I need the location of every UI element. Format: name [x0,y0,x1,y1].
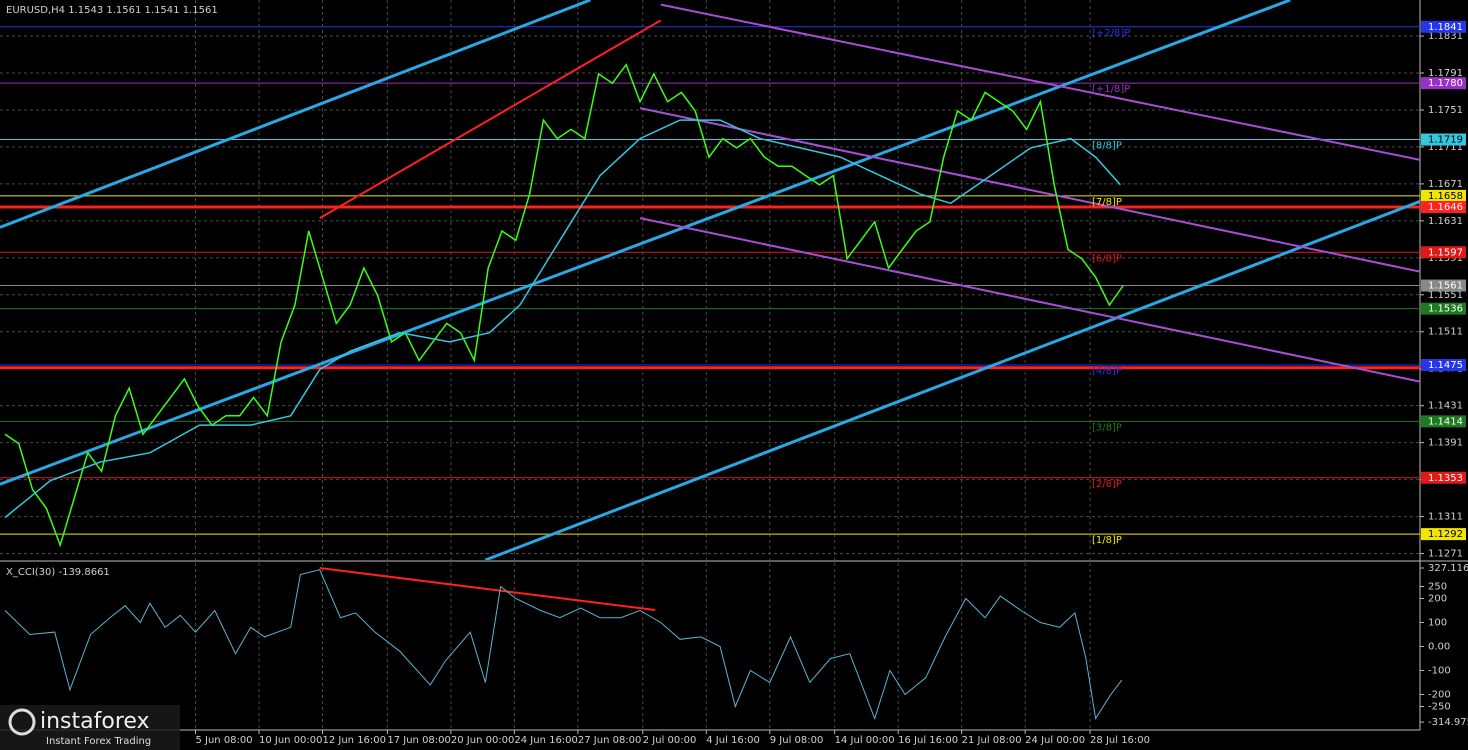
murray-label: [6/8]P [1092,253,1122,264]
trend-line [639,217,1420,383]
level-label: 1.1475 [1428,360,1463,371]
level-label: 1.1658 [1428,191,1463,202]
y-tick-label: -100 [1428,665,1451,676]
x-tick-label: 27 Jun 08:00 [578,735,642,746]
level-box [1421,279,1466,292]
x-tick-label: 14 Jul 00:00 [835,735,895,746]
level-label: 1.1536 [1428,304,1463,315]
chart-title: EURUSD,H4 1.1543 1.1561 1.1541 1.1561 [6,5,218,16]
y-tick-label: 1.1391 [1428,438,1463,449]
murray-label: [2/8]P [1092,479,1122,490]
level-box [1421,302,1466,315]
level-label: 1.1561 [1428,281,1463,292]
x-tick-label: 5 Jun 08:00 [195,735,252,746]
x-tick-label: 2 Jul 00:00 [643,735,697,746]
level-label: 1.1780 [1428,78,1463,89]
y-tick-label: 1.1551 [1428,290,1463,301]
y-tick-label: 0.00 [1428,642,1450,653]
level-label: 1.1646 [1428,202,1463,213]
trend-line [319,19,662,219]
y-tick-label: 1.1311 [1428,512,1463,523]
price-line [4,63,1124,548]
trend-line [0,0,591,229]
trend-line [484,200,1420,560]
level-label: 1.1414 [1428,416,1463,427]
level-label: 1.1719 [1428,135,1463,146]
trend-line [319,567,656,612]
level-box [1421,246,1466,259]
level-label: 1.1353 [1428,473,1463,484]
level-box [1421,528,1466,541]
trend-line [660,3,1420,161]
y-tick-label: -250 [1428,701,1451,712]
murray-label: [3/8]P [1092,422,1122,433]
murray-label: [4/8]P [1092,366,1122,377]
x-tick-label: 9 Jul 08:00 [770,735,824,746]
logo-icon [8,708,36,736]
y-tick-label: 1.1831 [1428,31,1463,42]
level-label: 1.1597 [1428,247,1463,258]
tagline: Instant Forex Trading [46,736,151,747]
y-tick-label: -314.975 [1428,717,1468,728]
level-box [1421,133,1466,146]
murray-label: [1/8]P [1092,535,1122,546]
x-tick-label: 10 Jun 00:00 [259,735,323,746]
y-tick-label: 1.1671 [1428,179,1463,190]
x-tick-label: 4 Jul 16:00 [706,735,760,746]
murray-label: [+1/8]P [1092,84,1130,95]
y-tick-label: 327.116 [1428,563,1468,574]
x-tick-label: 28 Jul 16:00 [1090,735,1150,746]
y-tick-label: 250 [1428,582,1447,593]
y-tick-label: 1.1631 [1428,216,1463,227]
axes: 1.1831 1.1791 1.1751 1.1711 1.1671 1.1631 1.15… [194,20,1468,746]
y-tick-label: 1.1271 [1428,549,1463,560]
level-label: 1.1292 [1428,529,1463,540]
x-tick-label: 12 Jun 16:00 [322,735,386,746]
brand: instaforex [40,709,150,734]
y-tick-label: 1.1431 [1428,401,1463,412]
y-tick-label: 100 [1428,618,1447,629]
x-tick-label: 20 Jun 00:00 [451,735,515,746]
trend-line [0,0,1291,486]
y-tick-label: 1.1511 [1428,327,1463,338]
moving-average [4,119,1121,519]
x-tick-label: 24 Jun 16:00 [514,735,578,746]
y-tick-label: 1.1791 [1428,68,1463,79]
y-tick-label: 1.1591 [1428,253,1463,264]
murray-label: [8/8]P [1092,141,1122,152]
level-label: 1.1841 [1428,22,1463,33]
y-tick-label: 1.1751 [1428,105,1463,116]
x-tick-label: 24 Jul 00:00 [1025,735,1085,746]
level-box [1421,200,1466,213]
cci-plot [4,563,1123,730]
level-box [1421,359,1466,372]
level-box [1421,189,1466,202]
y-tick-label: -200 [1428,689,1451,700]
murray-label: [+2/8]P [1092,28,1130,39]
main-plot [0,0,1420,560]
level-box [1421,471,1466,484]
level-box [1421,77,1466,90]
cci-line [4,569,1123,721]
y-tick-label: 1.1711 [1428,142,1463,153]
x-tick-label: 16 Jul 16:00 [898,735,958,746]
x-tick-label: 17 Jun 08:00 [387,735,451,746]
x-tick-label: 21 Jul 08:00 [962,735,1022,746]
trend-line [639,107,1420,273]
level-box [1421,415,1466,428]
y-tick-label: 200 [1428,594,1447,605]
level-box [1421,20,1466,33]
indicator-title: X_CCI(30) -139.8661 [6,567,110,578]
murray-label: [7/8]P [1092,197,1122,208]
